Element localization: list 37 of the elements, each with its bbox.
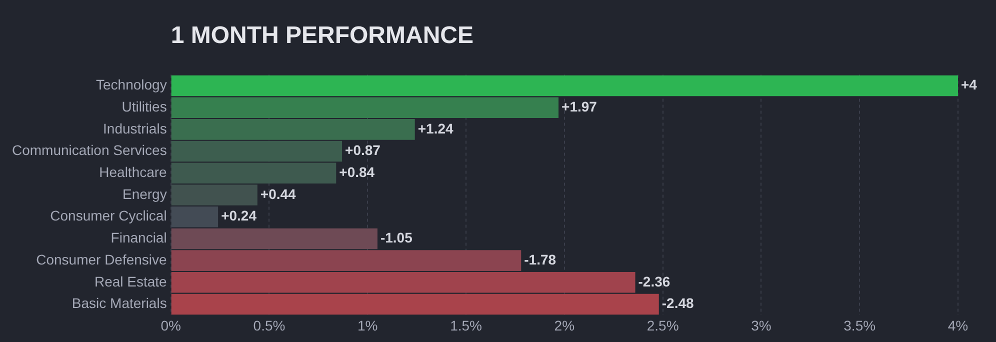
x-tick-label: 0% (160, 317, 181, 334)
data-label: -2.36 (638, 273, 670, 290)
y-tick-label: Financial (110, 230, 167, 246)
data-label: +0.87 (345, 142, 381, 158)
bar (171, 97, 559, 118)
x-tick-label: 1.5% (450, 317, 482, 334)
x-tick-label: 2.5% (646, 317, 679, 334)
x-tick-label: 1% (358, 317, 378, 334)
y-tick-label: Communication Services (12, 142, 167, 158)
bar (171, 250, 522, 271)
bar (171, 75, 958, 96)
bar (171, 228, 378, 250)
y-tick-label: Technology (96, 76, 167, 93)
y-tick-label: Healthcare (99, 164, 168, 180)
data-label: -2.48 (662, 295, 694, 312)
chart-title: 1 MONTH PERFORMANCE (170, 22, 474, 50)
y-tick-label: Basic Materials (72, 295, 167, 312)
y-tick-label: Utilities (122, 98, 167, 114)
bar (171, 119, 415, 140)
x-tick-label: 2% (554, 317, 575, 334)
data-label: +4 (961, 76, 978, 93)
data-label: -1.05 (380, 230, 413, 246)
x-tick-label: 4% (948, 317, 968, 334)
y-tick-label: Real Estate (94, 273, 168, 290)
data-label: +0.84 (339, 164, 375, 180)
data-label: +1.24 (418, 120, 454, 136)
y-tick-label: Industrials (103, 120, 167, 136)
y-tick-label: Energy (122, 186, 167, 202)
data-label: -1.78 (524, 251, 556, 268)
y-tick-label: Consumer Cyclical (50, 208, 167, 224)
y-tick-label: Consumer Defensive (36, 251, 168, 268)
data-label: +0.44 (260, 186, 296, 202)
data-label: +0.24 (221, 208, 257, 224)
x-tick-label: 3.5% (844, 317, 876, 334)
data-label: +1.97 (562, 98, 598, 114)
x-tick-label: 0.5% (253, 317, 286, 334)
x-tick-label: 3% (751, 317, 772, 334)
